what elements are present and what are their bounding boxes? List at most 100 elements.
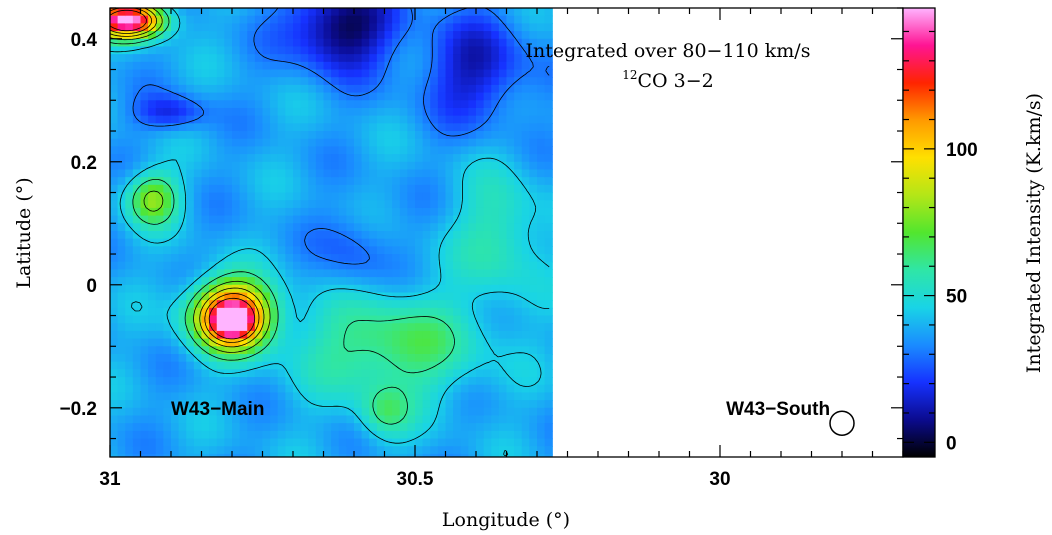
heatmap-cell	[224, 154, 233, 163]
heatmap-cell	[178, 307, 187, 317]
heatmap-cell	[453, 100, 462, 109]
heatmap-cell	[293, 200, 302, 209]
heatmap-cell	[544, 69, 553, 78]
heatmap-cell	[498, 338, 508, 347]
heatmap-cell	[338, 100, 347, 109]
heatmap-cell	[110, 307, 119, 317]
heatmap-cell	[163, 415, 172, 424]
heatmap-cell	[392, 23, 401, 32]
heatmap-cell	[476, 277, 485, 286]
heatmap-cell	[308, 177, 317, 186]
heatmap-cell	[186, 377, 195, 386]
heatmap-cell	[201, 131, 210, 140]
heatmap-cell	[270, 300, 279, 309]
heatmap-cell	[521, 300, 530, 309]
region-label-w43-main: W43−Main	[171, 399, 264, 420]
heatmap-cell	[483, 400, 492, 409]
heatmap-cell	[163, 230, 172, 240]
heatmap-cell	[323, 192, 332, 201]
heatmap-cell	[407, 177, 416, 186]
heatmap-cell	[331, 177, 340, 186]
heatmap-cell	[262, 453, 271, 457]
heatmap-cell	[110, 346, 119, 355]
heatmap-cell	[430, 169, 439, 178]
heatmap-cell	[148, 323, 157, 332]
heatmap-cell	[407, 353, 416, 363]
heatmap-cell	[537, 254, 546, 263]
heatmap-cell	[125, 192, 134, 201]
heatmap-cell	[392, 38, 401, 48]
heatmap-cell	[285, 138, 294, 147]
heatmap-cell	[277, 107, 286, 117]
heatmap-cell	[331, 192, 340, 201]
heatmap-cell	[224, 92, 233, 101]
heatmap-cell	[437, 54, 447, 63]
heatmap-cell	[407, 230, 416, 240]
heatmap-cell	[148, 338, 157, 347]
heatmap-cell	[537, 353, 546, 363]
heatmap-cell	[132, 77, 142, 86]
heatmap-cell	[445, 446, 454, 455]
heatmap-cell	[460, 246, 469, 255]
heatmap-cell	[132, 346, 142, 355]
heatmap-cell	[178, 453, 187, 457]
heatmap-cell	[247, 146, 256, 155]
heatmap-cell	[277, 31, 286, 40]
heatmap-cell	[384, 38, 393, 48]
heatmap-cell	[308, 215, 317, 224]
heatmap-cell	[514, 154, 523, 163]
heatmap-cell	[529, 15, 538, 24]
heatmap-cell	[399, 138, 408, 147]
heatmap-cell	[537, 23, 546, 32]
heatmap-cell	[163, 292, 172, 301]
heatmap-cell	[476, 384, 485, 394]
heatmap-cell	[254, 430, 264, 440]
heatmap-cell	[453, 146, 462, 155]
heatmap-cell	[506, 230, 515, 240]
heatmap-cell	[369, 430, 378, 440]
heatmap-cell	[476, 107, 485, 117]
heatmap-cell	[453, 15, 462, 24]
heatmap-cell	[361, 177, 370, 186]
heatmap-cell	[491, 69, 500, 78]
heatmap-cell	[125, 107, 134, 117]
heatmap-cell	[171, 146, 180, 155]
heatmap-cell	[491, 353, 500, 363]
heatmap-cell	[285, 38, 294, 48]
heatmap-cell	[232, 46, 241, 55]
heatmap-cell	[277, 200, 286, 209]
heatmap-cell	[270, 215, 279, 224]
heatmap-cell	[239, 430, 248, 440]
heatmap-cell	[506, 23, 515, 32]
heatmap-cell	[193, 300, 203, 309]
heatmap-cell	[178, 200, 187, 209]
heatmap-cell	[346, 107, 355, 117]
heatmap-cell	[323, 377, 332, 386]
heatmap-cell	[125, 384, 134, 394]
heatmap-cell	[239, 269, 248, 278]
heatmap-cell	[224, 438, 233, 447]
heatmap-cell	[415, 361, 424, 370]
heatmap-cell	[201, 438, 210, 447]
heatmap-cell	[140, 46, 149, 55]
heatmap-cell	[110, 377, 119, 386]
heatmap-cell	[186, 423, 195, 432]
heatmap-cell	[476, 307, 485, 317]
heatmap-cell	[392, 92, 401, 101]
heatmap-cell	[445, 307, 454, 317]
heatmap-cell	[399, 415, 408, 424]
heatmap-cell	[186, 369, 195, 378]
heatmap-cell	[544, 131, 553, 140]
heatmap-cell	[247, 292, 256, 301]
heatmap-cell	[514, 377, 523, 386]
heatmap-cell	[209, 131, 218, 140]
heatmap-cell	[491, 330, 500, 340]
heatmap-cell	[193, 207, 203, 217]
heatmap-cell	[270, 315, 279, 324]
heatmap-cell	[163, 115, 172, 124]
heatmap-cell	[315, 61, 325, 71]
heatmap-cell	[514, 415, 523, 424]
heatmap-cell	[209, 438, 218, 447]
heatmap-cell	[415, 453, 424, 457]
heatmap-cell	[369, 54, 378, 63]
